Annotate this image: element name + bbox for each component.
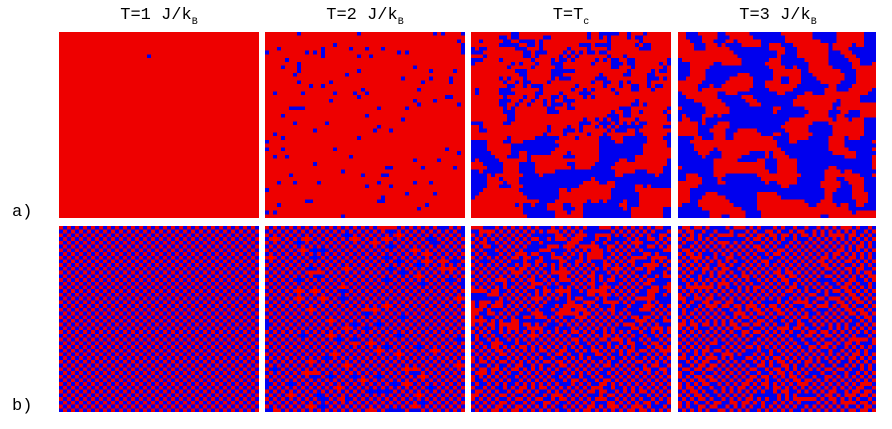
lattice-antiferro-t3 (678, 226, 876, 412)
lattice-ferro-t1 (59, 32, 259, 218)
row-label-a: a) (12, 203, 33, 222)
column-title-t2: T=2 J/kB (326, 6, 404, 28)
column-title-t3: T=3 J/kB (739, 6, 817, 28)
lattice-antiferro-t2 (265, 226, 465, 412)
lattice-ferro-tc (471, 32, 671, 218)
column-title-tc: T=Tc (552, 6, 590, 28)
lattice-antiferro-t1 (59, 226, 259, 412)
lattice-antiferro-tc (471, 226, 671, 412)
lattice-ferro-t3 (678, 32, 876, 218)
column-title-t1: T=1 J/kB (120, 6, 198, 28)
lattice-ferro-t2 (265, 32, 465, 218)
row-label-b: b) (12, 397, 33, 416)
